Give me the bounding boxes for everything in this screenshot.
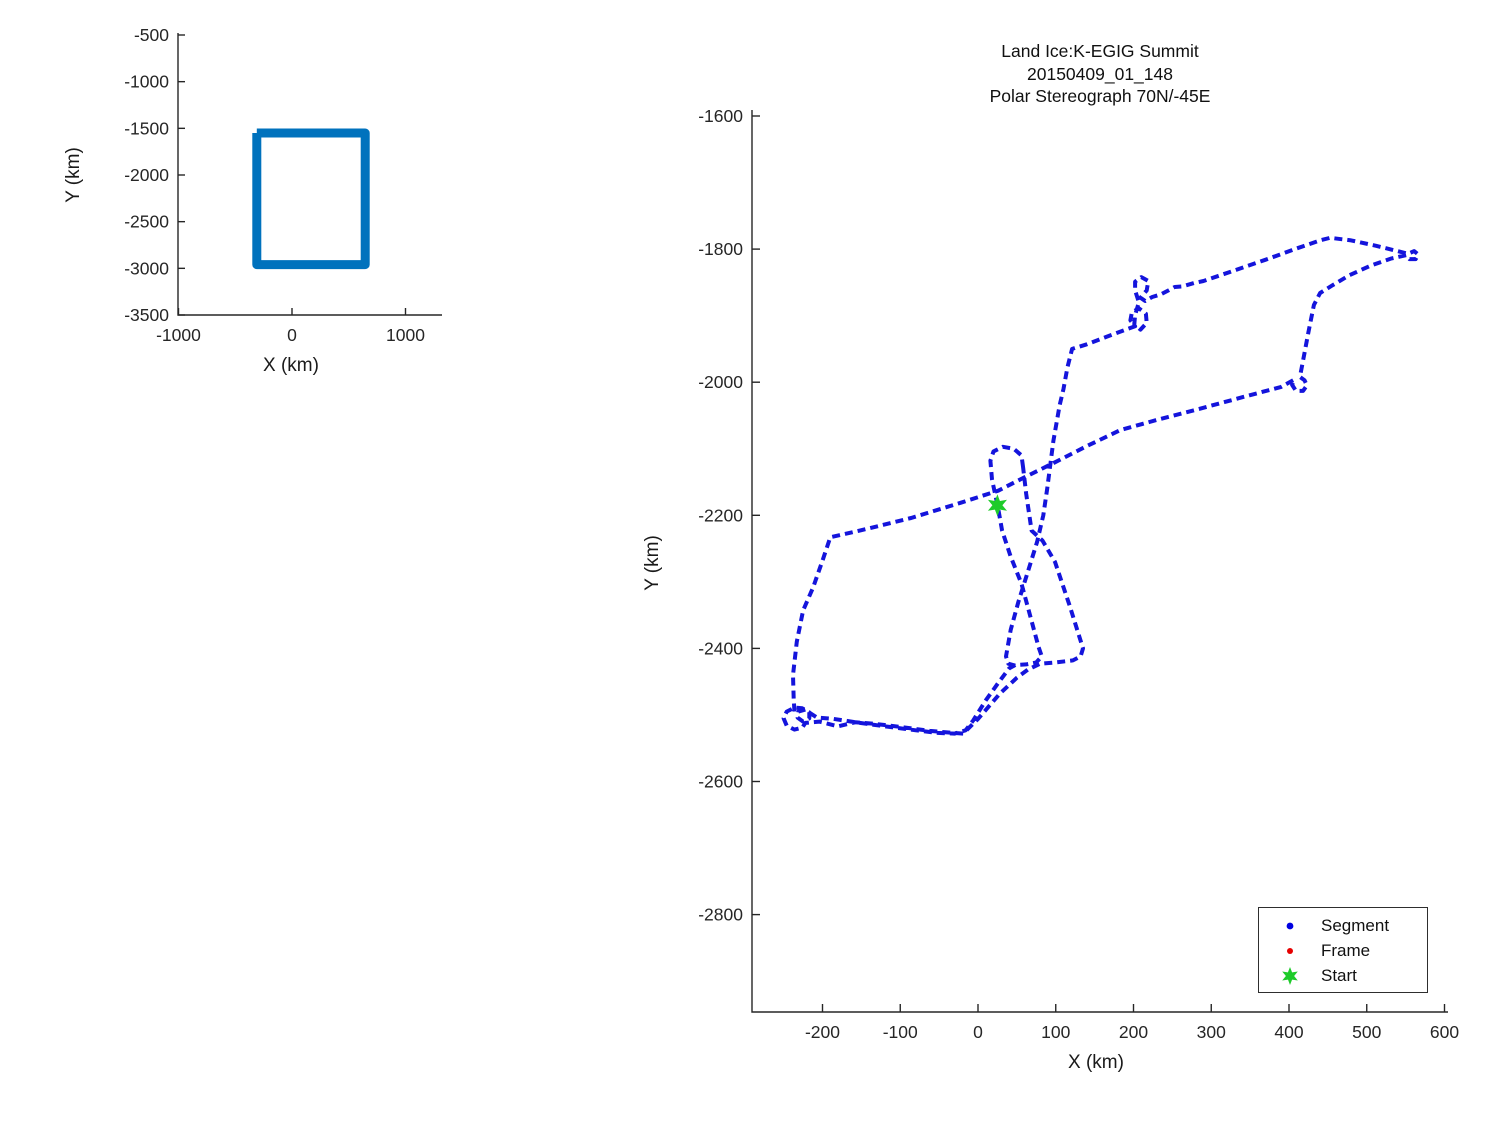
start-marker-icon [1259,965,1321,987]
overview-axes-spines [177,33,442,316]
title-line-1: Land Ice:K-EGIG Summit [1001,41,1199,61]
main-ytick-label: -2400 [698,638,743,658]
legend-label-start: Start [1321,965,1357,985]
main-xtick-label: 400 [1274,1022,1303,1042]
main-ytick-label: -2200 [698,505,743,525]
main-ytick-label: -1800 [698,239,743,259]
overview-xaxis-label: X (km) [263,355,319,376]
main-xaxis-label: X (km) [1068,1052,1124,1073]
main-xtick-label: -100 [883,1022,918,1042]
frame-marker-icon [1259,944,1321,958]
legend-box: Segment Frame Start [1258,907,1428,993]
main-xtick-label: 200 [1119,1022,1148,1042]
segment-marker-icon [1259,919,1321,933]
segment-track-northeast-excursion [791,235,1421,713]
main-xtick-label: 500 [1352,1022,1381,1042]
main-xtick-label: 300 [1197,1022,1226,1042]
start-marker [987,494,1007,517]
main-plot-title: Land Ice:K-EGIG Summit 20150409_01_148 P… [752,40,1448,108]
main-xtick-label: 600 [1430,1022,1459,1042]
main-xtick-label: -200 [805,1022,840,1042]
title-line-2: 20150409_01_148 [1027,63,1173,84]
main-ytick-label: -1600 [698,106,743,126]
legend-row-segment: Segment [1259,913,1427,938]
overview-ytick-label: -3500 [124,305,169,325]
overview-ytick-label: -1000 [124,72,169,92]
main-xtick-label: 100 [1041,1022,1070,1042]
overview-xtick-label: 0 [287,325,297,345]
segment-track-survey-and-southwest-loop [781,444,1085,736]
main-axes-spines [751,110,1448,1013]
legend-label-segment: Segment [1321,915,1390,935]
overview-xtick-label: -1000 [156,325,201,345]
main-ytick-label: -2600 [698,772,743,792]
overview-ytick-label: -3000 [124,258,169,278]
overview-ytick-label: -2500 [124,212,169,232]
legend-label-frame: Frame [1321,940,1371,960]
flight-region-outline [252,128,370,270]
main-xtick-label: 0 [973,1022,983,1042]
main-ytick-label: -2000 [698,372,743,392]
main-ytick-label: -2800 [698,905,743,925]
title-line-3: Polar Stereograph 70N/-45E [989,86,1211,106]
legend-row-start: Start [1259,963,1427,988]
overview-ytick-label: -500 [134,25,169,45]
overview-ytick-label: -1500 [124,118,169,138]
overview-xtick-label: 1000 [386,325,425,345]
main-yaxis-label: Y (km) [641,535,663,591]
overview-ytick-label: -2000 [124,165,169,185]
legend-row-frame: Frame [1259,938,1427,963]
overview-yaxis-label: Y (km) [62,147,84,203]
